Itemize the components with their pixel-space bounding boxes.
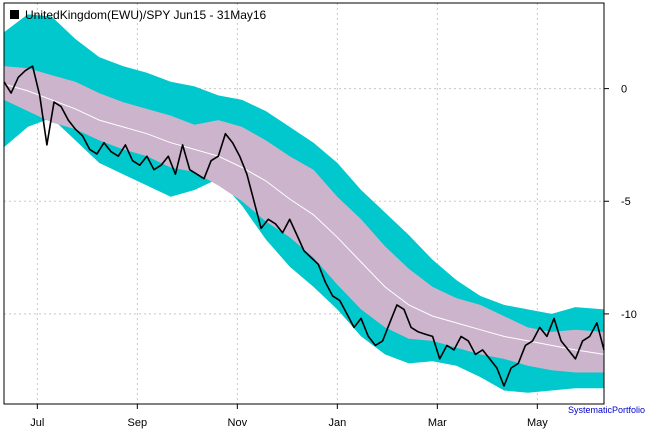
midline-series — [3, 83, 605, 355]
inner-band-area — [4, 66, 604, 373]
plot-frame — [3, 2, 605, 405]
price-series-line — [3, 65, 605, 387]
x-tick-label: Jul — [30, 417, 44, 429]
y-tick-label: -10 — [621, 309, 637, 321]
y-axis: 0 -5 -10 — [604, 84, 637, 321]
x-tick-label: Jan — [328, 417, 346, 429]
x-tick-label: May — [527, 417, 548, 429]
credit-text: SystematicPortfolio — [568, 405, 645, 415]
y-tick-label: -5 — [621, 196, 631, 208]
x-axis: Jul Sep Nov Jan Mar May — [30, 404, 548, 429]
x-tick-label: Mar — [428, 417, 447, 429]
plot-area — [3, 3, 605, 404]
legend-swatch — [10, 10, 19, 19]
x-tick-label: Nov — [228, 417, 248, 429]
legend: UnitedKingdom(EWU)/SPY Jun15 - 31May16 — [10, 8, 267, 22]
y-tick-label: 0 — [621, 84, 627, 96]
chart-title: UnitedKingdom(EWU)/SPY Jun15 - 31May16 — [25, 8, 267, 22]
x-tick-label: Sep — [128, 417, 148, 429]
